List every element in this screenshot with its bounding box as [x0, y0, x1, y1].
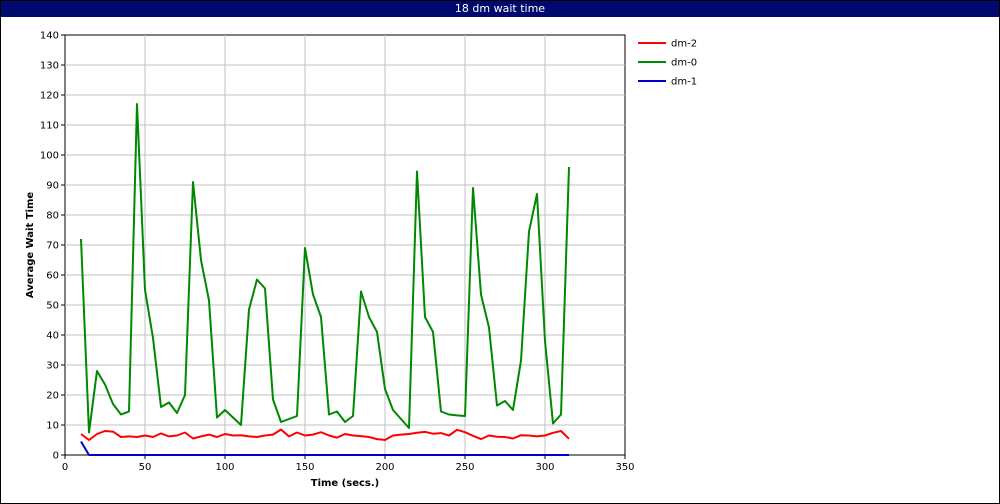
x-tick-label: 350 — [615, 462, 634, 473]
y-tick-label: 80 — [46, 211, 59, 222]
legend: dm-2 dm-0 dm-1 — [638, 39, 697, 88]
x-axis-ticks: 0 50 100 150 200 250 300 350 — [62, 455, 635, 473]
y-tick-label: 90 — [46, 181, 59, 192]
x-tick-label: 100 — [215, 462, 234, 473]
y-tick-label: 20 — [46, 391, 59, 402]
legend-label-dm-2: dm-2 — [671, 39, 697, 50]
x-tick-label: 200 — [375, 462, 394, 473]
x-tick-label: 150 — [295, 462, 314, 473]
y-tick-label: 120 — [40, 91, 59, 102]
legend-label-dm-0: dm-0 — [671, 58, 697, 69]
y-axis-ticks: 0 10 20 30 40 50 60 70 80 90 100 110 120 130 140 — [40, 31, 65, 462]
series-line-dm-0 — [80, 103, 570, 434]
grid — [65, 35, 625, 455]
y-tick-label: 130 — [40, 61, 59, 72]
series-line-dm-2 — [80, 428, 570, 441]
x-tick-label: 50 — [139, 462, 152, 473]
chart-title: 18 dm wait time — [1, 1, 999, 17]
series-group — [80, 103, 570, 456]
y-tick-label: 140 — [40, 31, 59, 42]
y-axis-label: Average Wait Time — [25, 192, 36, 299]
series-line-dm-1 — [80, 440, 569, 456]
x-axis-label: Time (secs.) — [311, 478, 380, 489]
y-tick-label: 110 — [40, 121, 59, 132]
y-tick-label: 100 — [40, 151, 59, 162]
y-tick-label: 30 — [46, 361, 59, 372]
y-tick-label: 50 — [46, 301, 59, 312]
y-tick-label: 70 — [46, 241, 59, 252]
y-tick-label: 0 — [53, 451, 59, 462]
x-tick-label: 300 — [535, 462, 554, 473]
legend-label-dm-1: dm-1 — [671, 77, 697, 88]
y-tick-label: 60 — [46, 271, 59, 282]
y-tick-label: 10 — [46, 421, 59, 432]
x-tick-label: 0 — [62, 462, 68, 473]
y-tick-label: 40 — [46, 331, 59, 342]
x-tick-label: 250 — [455, 462, 474, 473]
